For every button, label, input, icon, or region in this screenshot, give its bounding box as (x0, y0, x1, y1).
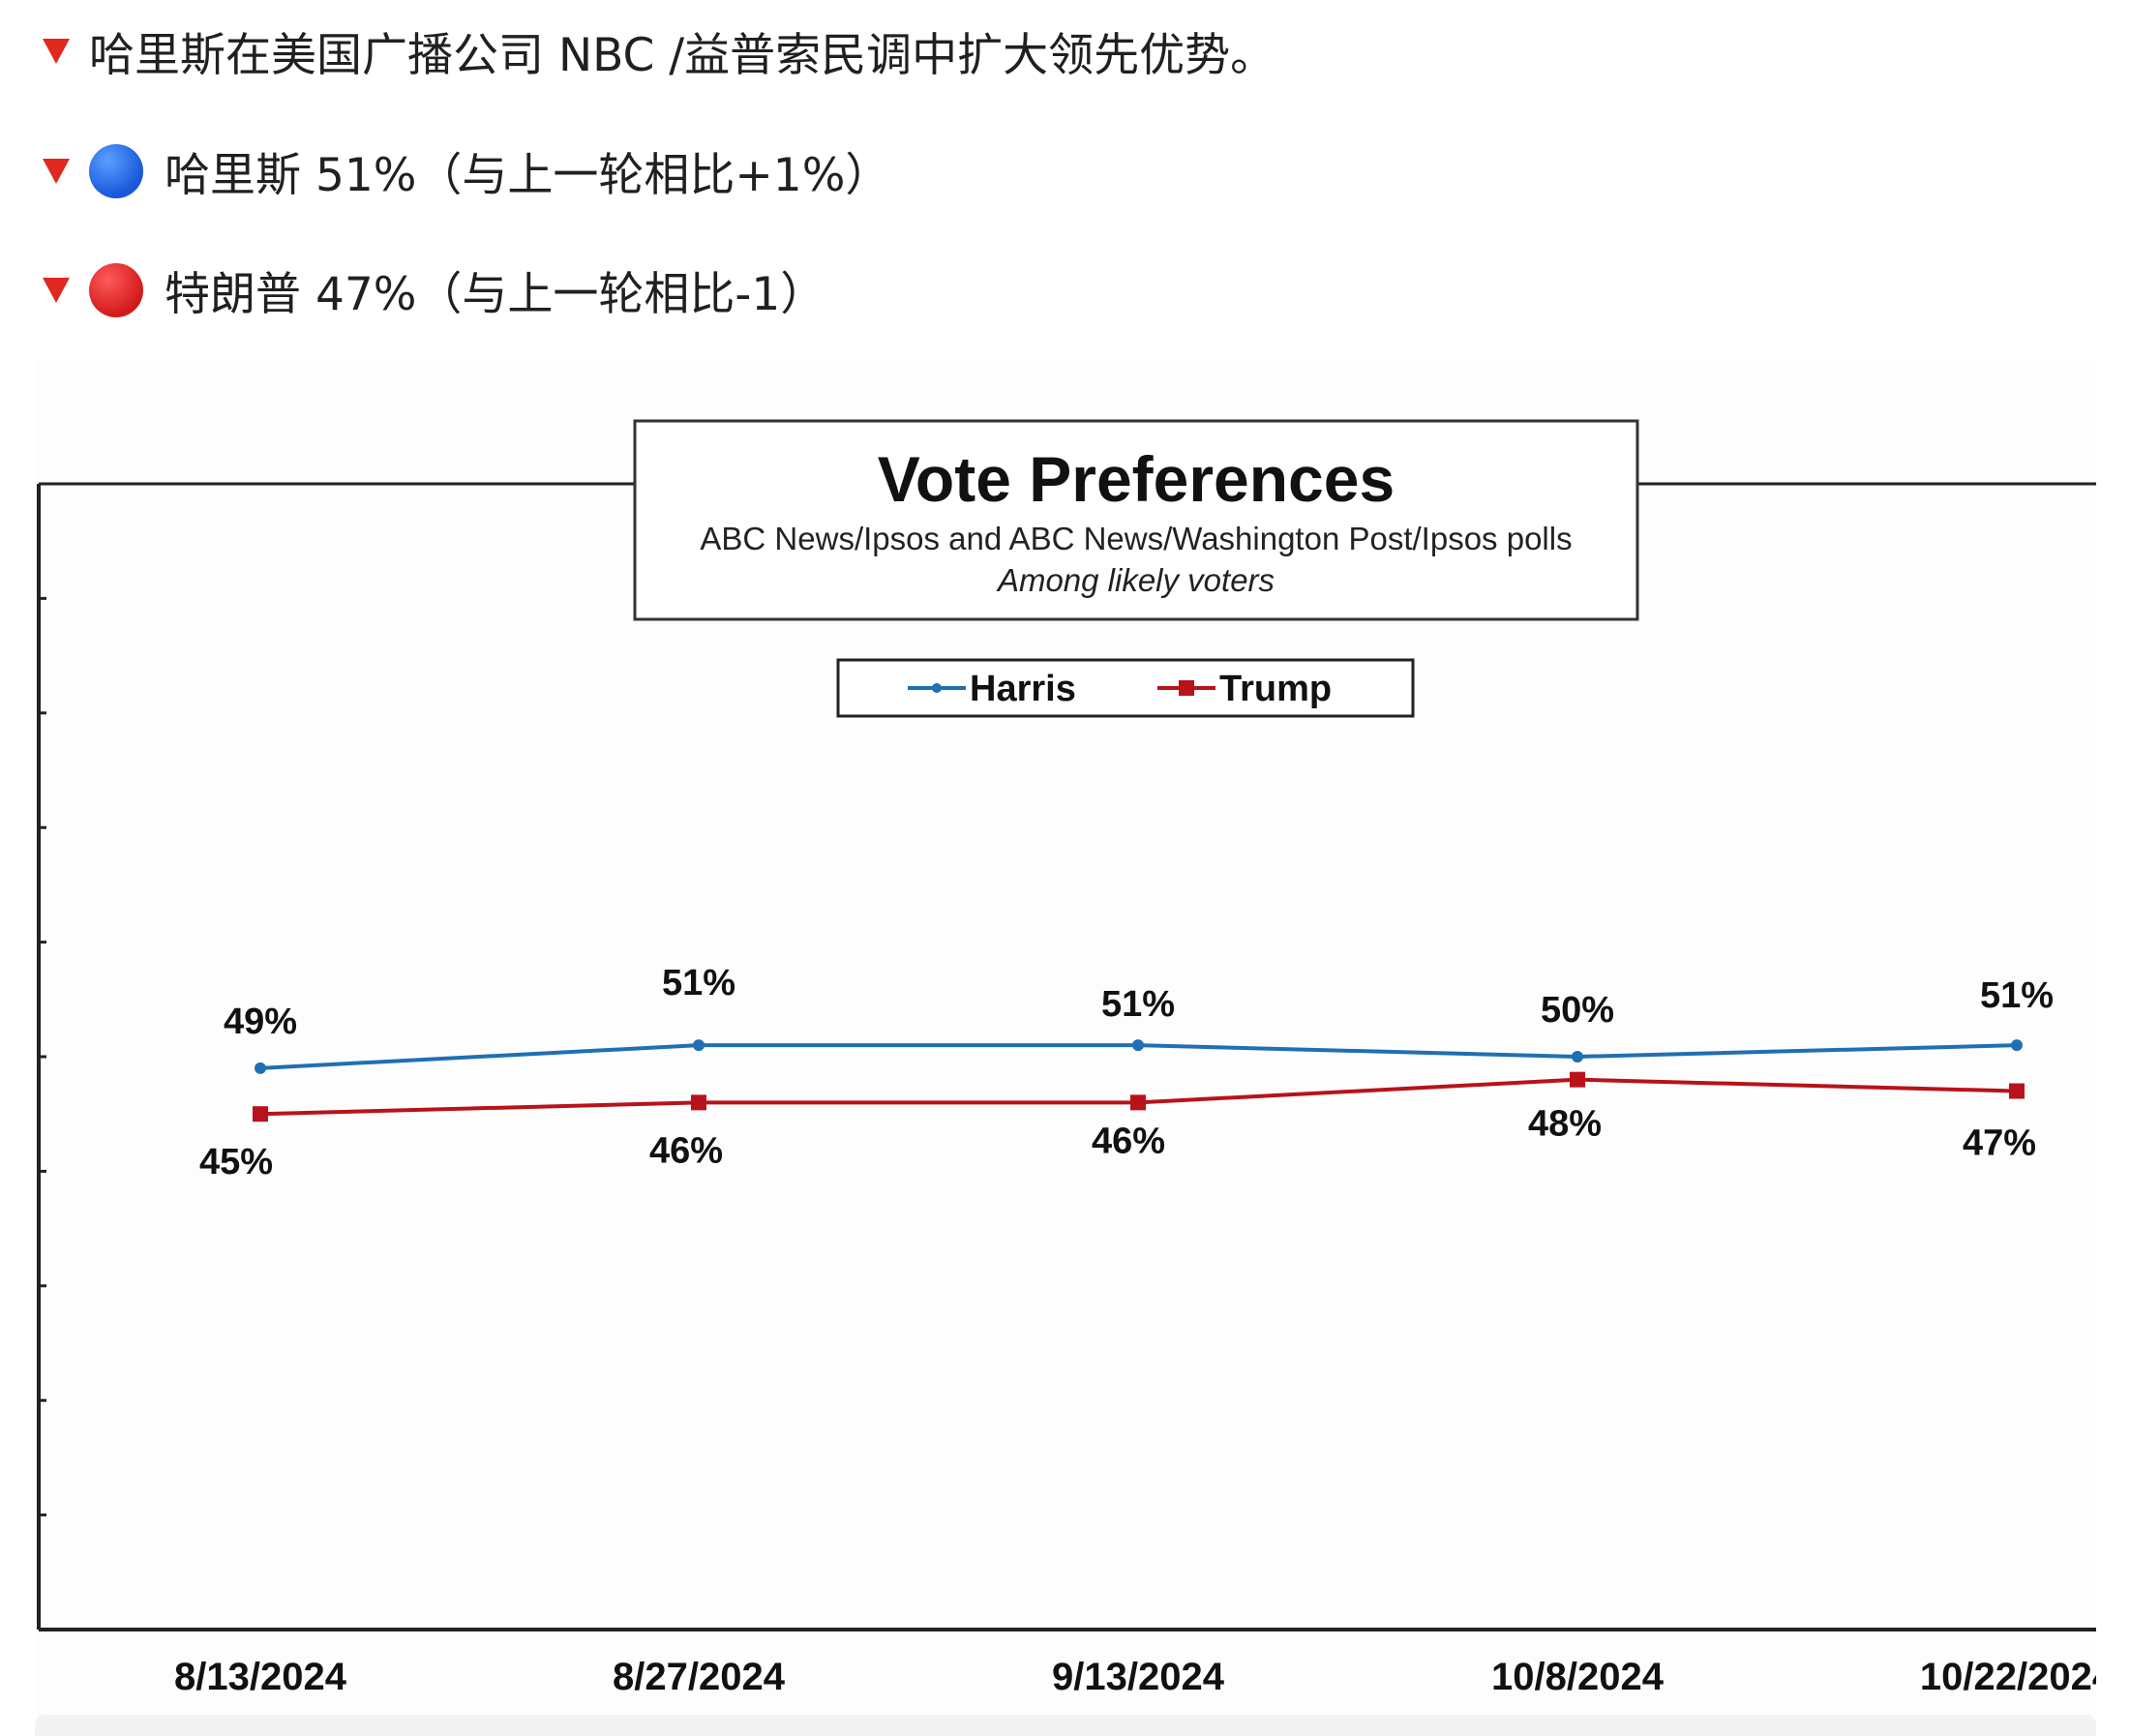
data-label-harris-3: 50% (1541, 990, 1614, 1031)
data-label-harris-2: 51% (1101, 984, 1175, 1025)
point-trump-1 (691, 1094, 706, 1111)
point-harris-3 (1572, 1051, 1583, 1063)
x-tick-label: 8/27/2024 (613, 1656, 786, 1698)
red-triangle-icon (43, 158, 70, 184)
legend-harris: Harris (970, 669, 1076, 709)
x-tick-label: 8/13/2024 (174, 1656, 347, 1698)
x-tick-label: 10/22/2024 (1920, 1656, 2096, 1698)
x-tick-label: 10/8/2024 (1491, 1656, 1665, 1698)
chart-subtitle-2: Among likely voters (996, 562, 1275, 598)
title-box: Vote Preferences ABC News/Ipsos and ABC … (633, 419, 1639, 621)
point-trump-3 (1570, 1071, 1585, 1088)
point-trump-2 (1130, 1094, 1146, 1111)
data-label-trump-4: 47% (1963, 1123, 2036, 1164)
point-trump-4 (2009, 1083, 2025, 1099)
red-triangle-icon (43, 277, 70, 303)
data-label-trump-0: 45% (199, 1142, 273, 1182)
point-trump-0 (253, 1106, 268, 1122)
data-label-harris-4: 51% (1980, 975, 2054, 1016)
chart-title: Vote Preferences (878, 443, 1395, 515)
data-label-harris-1: 51% (662, 963, 735, 1003)
x-tick-label: 9/13/2024 (1052, 1656, 1225, 1698)
post-line-1: 哈里斯在美国广播公司 NBC /益普索民调中扩大领先优势。 (43, 17, 1275, 84)
legend-trump: Trump (1219, 669, 1332, 709)
point-harris-4 (2011, 1039, 2023, 1052)
point-harris-1 (693, 1039, 705, 1052)
data-label-trump-1: 46% (649, 1130, 723, 1171)
post-line-3: 特朗普 47%（与上一轮相比-1） (43, 256, 825, 323)
chart-image: Vote Preferences ABC News/Ipsos and ABC … (35, 360, 2115, 1715)
data-label-trump-2: 46% (1092, 1121, 1165, 1161)
vote-preferences-chart: Vote Preferences ABC News/Ipsos and ABC … (37, 419, 2115, 1698)
post-line-2: 哈里斯 51%（与上一轮相比+1%） (43, 137, 890, 204)
x-axis-labels: 8/13/2024 8/27/2024 9/13/2024 10/8/2024 10/2… (174, 1656, 2115, 1698)
legend: Harris Trump (836, 658, 1415, 718)
blue-circle-icon (89, 143, 143, 198)
red-circle-icon (89, 262, 143, 317)
plot-frame (37, 482, 2096, 1631)
data-label-trump-3: 48% (1528, 1104, 1602, 1145)
harris-result-text: 哈里斯 51%（与上一轮相比+1%） (165, 149, 891, 202)
footer-bar (35, 1715, 2096, 1736)
red-triangle-icon (43, 38, 70, 64)
y-axis-ticks (39, 482, 46, 1631)
series-layer: 49% 51% 51% 50% 51% 45% 46% 46% 48% 47% (199, 963, 2054, 1182)
trump-result-text: 特朗普 47%（与上一轮相比-1） (165, 268, 826, 321)
headline-text: 哈里斯在美国广播公司 NBC /益普索民调中扩大领先优势。 (89, 29, 1276, 82)
chart-subtitle: ABC News/Ipsos and ABC News/Washington P… (700, 521, 1572, 556)
point-harris-0 (255, 1062, 266, 1074)
data-label-harris-0: 49% (224, 1002, 297, 1042)
point-harris-2 (1132, 1039, 1144, 1052)
